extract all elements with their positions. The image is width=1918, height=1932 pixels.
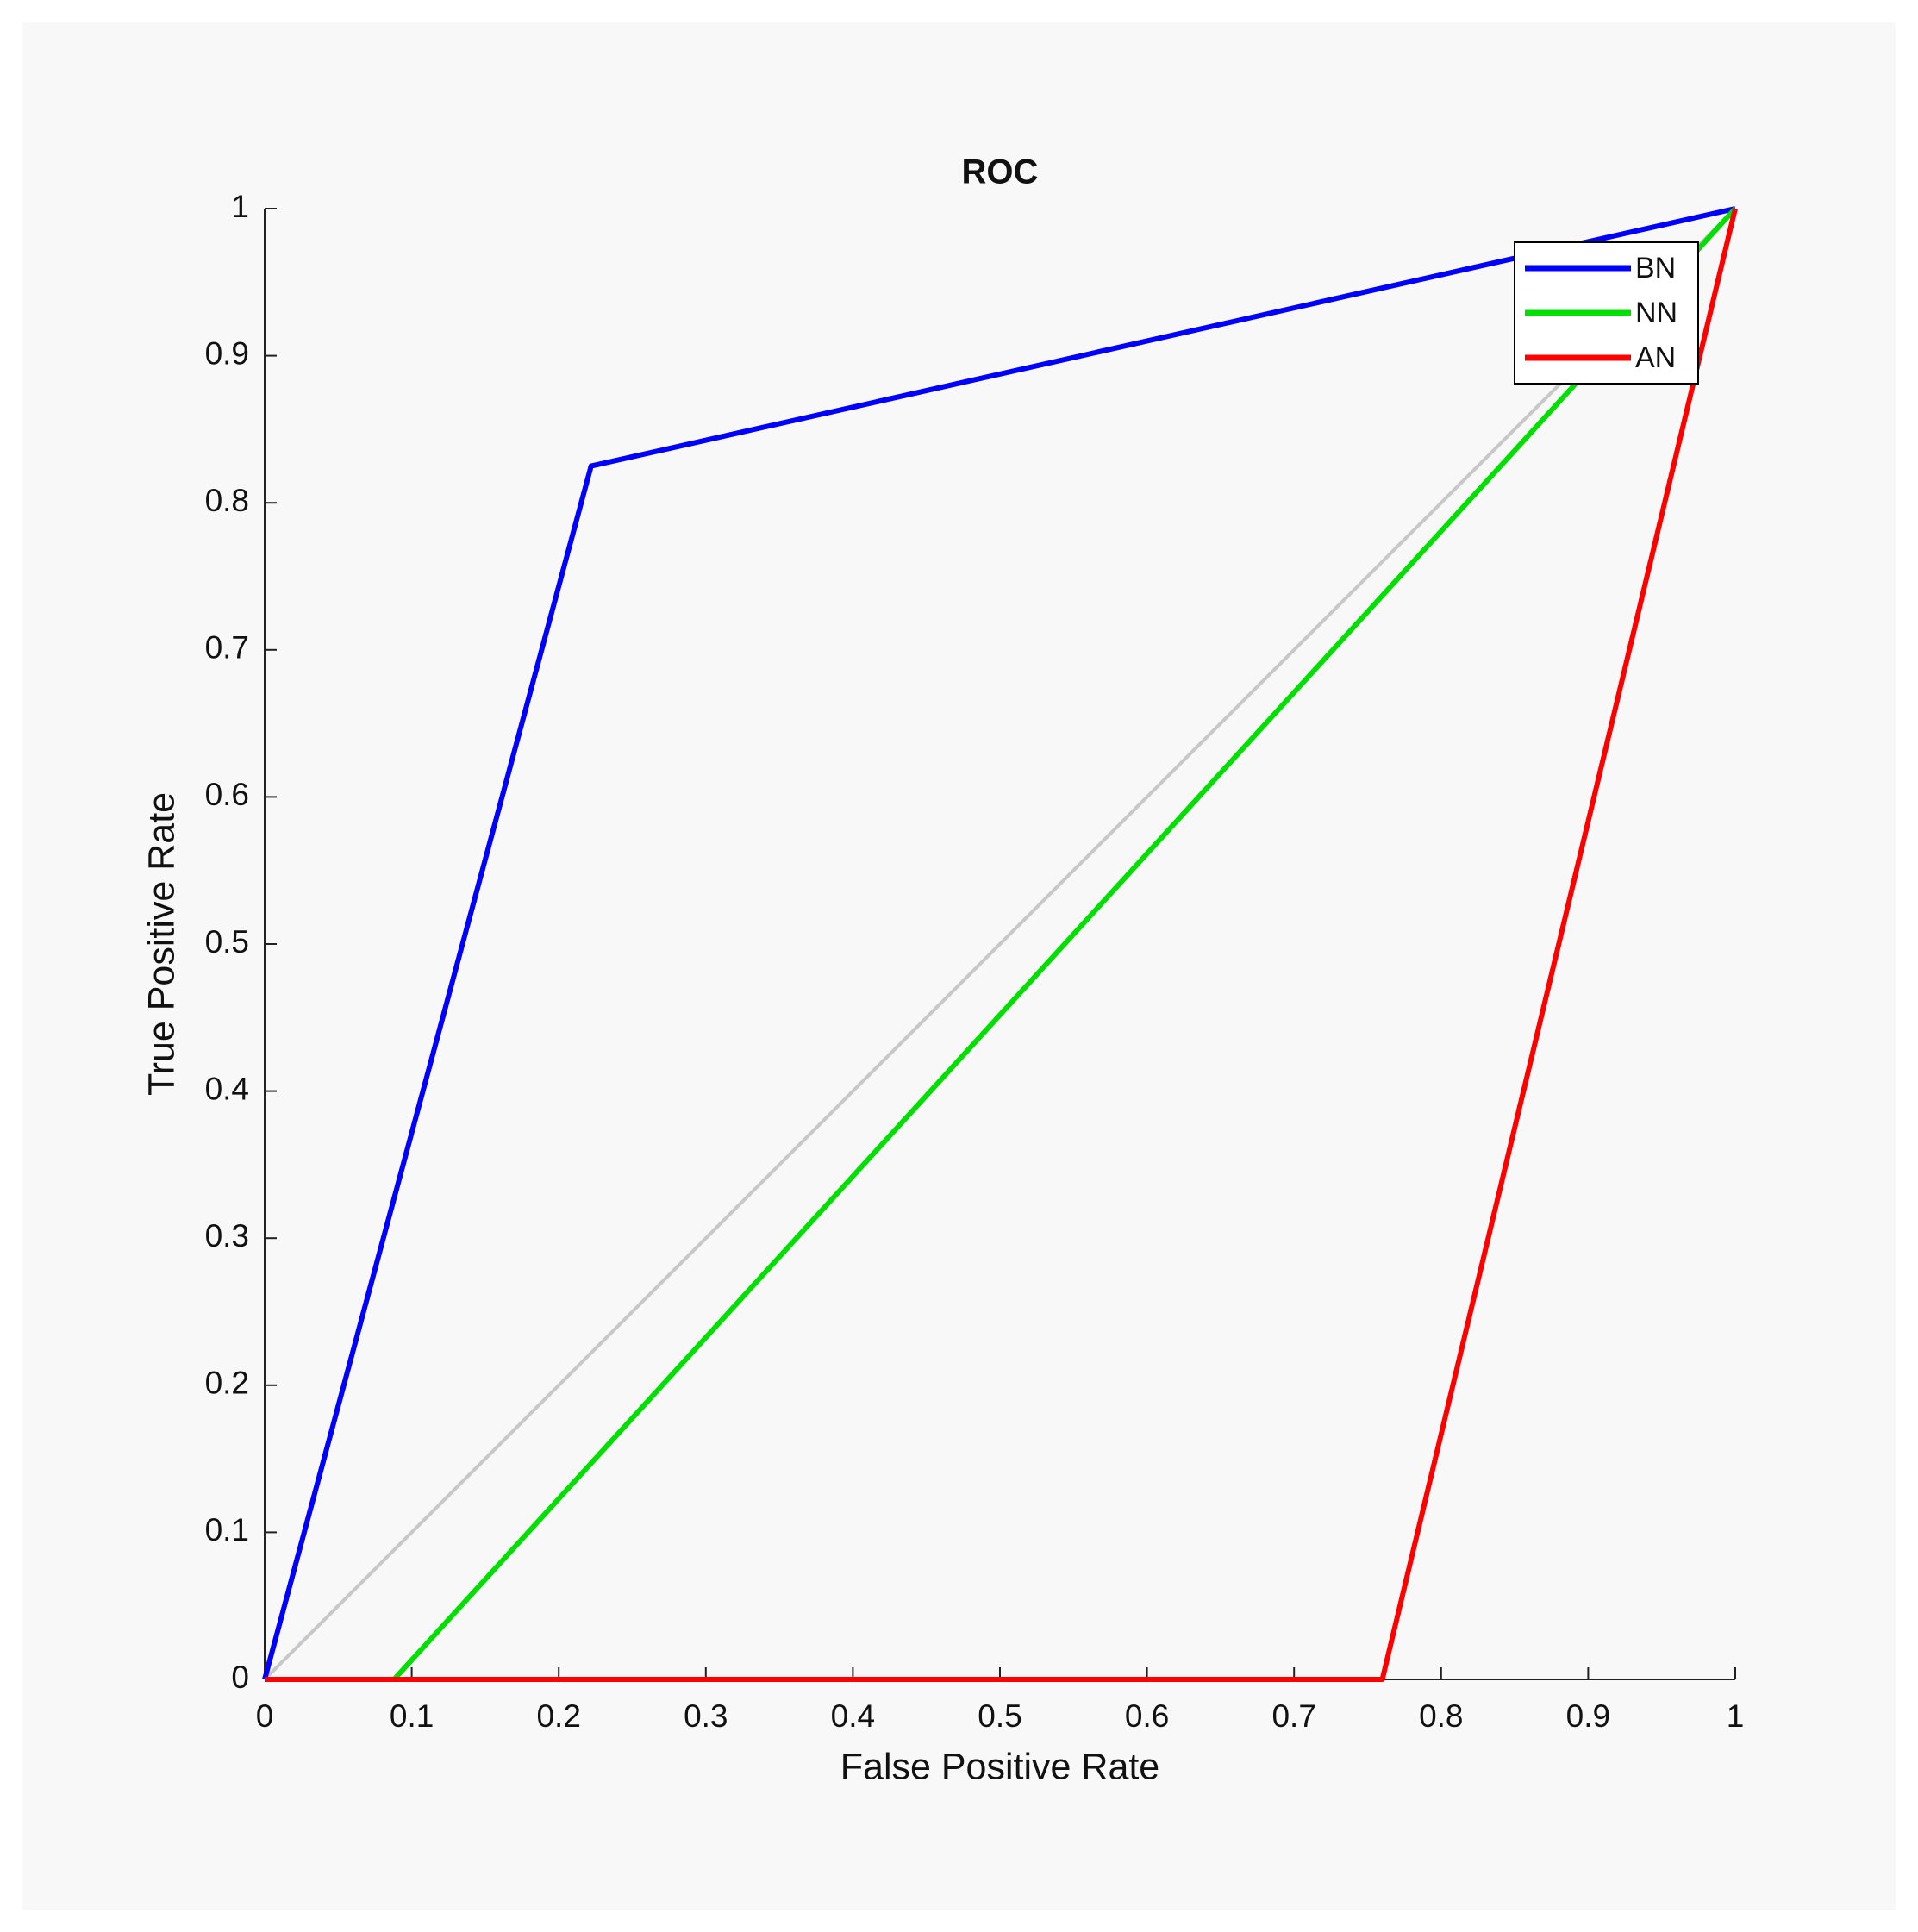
y-tick-label: 0 <box>231 1660 249 1695</box>
legend-label: BN <box>1635 252 1676 284</box>
chart-title: ROC <box>962 153 1039 191</box>
x-tick-label: 0.8 <box>1419 1698 1463 1734</box>
y-tick-label: 0.8 <box>205 483 249 518</box>
x-tick-label: 0.5 <box>978 1698 1021 1734</box>
y-tick-label: 0.6 <box>205 777 249 812</box>
y-tick-label: 0.7 <box>205 630 249 666</box>
x-tick-label: 0 <box>256 1698 274 1734</box>
x-tick-label: 0.2 <box>536 1698 580 1734</box>
x-tick-label: 0.9 <box>1566 1698 1610 1734</box>
x-tick-label: 0.1 <box>390 1698 434 1734</box>
roc-line <box>262 206 1736 1680</box>
y-tick-label: 0.5 <box>205 924 249 960</box>
x-axis-label: False Positive Rate <box>840 1746 1159 1787</box>
x-tick-label: 0.3 <box>684 1698 728 1734</box>
y-axis-label: True Positive Rate <box>141 792 182 1096</box>
y-tick-label: 0.3 <box>205 1218 249 1254</box>
x-tick-label: 1 <box>1727 1698 1745 1734</box>
chance-line <box>263 207 1737 1681</box>
x-tick-label: 0.6 <box>1125 1698 1169 1734</box>
y-tick-label: 0.4 <box>205 1071 249 1106</box>
x-tick-label: 0.4 <box>831 1698 875 1734</box>
legend-label: AN <box>1635 341 1676 374</box>
y-tick-label: 0.9 <box>205 335 249 371</box>
x-tick-label: 0.7 <box>1271 1698 1315 1734</box>
y-tick-label: 0.1 <box>205 1512 249 1547</box>
y-tick-label: 1 <box>231 189 249 224</box>
y-tick-label: 0.2 <box>205 1366 249 1401</box>
roc-line <box>265 208 1738 1682</box>
legend-label: NN <box>1635 297 1677 329</box>
